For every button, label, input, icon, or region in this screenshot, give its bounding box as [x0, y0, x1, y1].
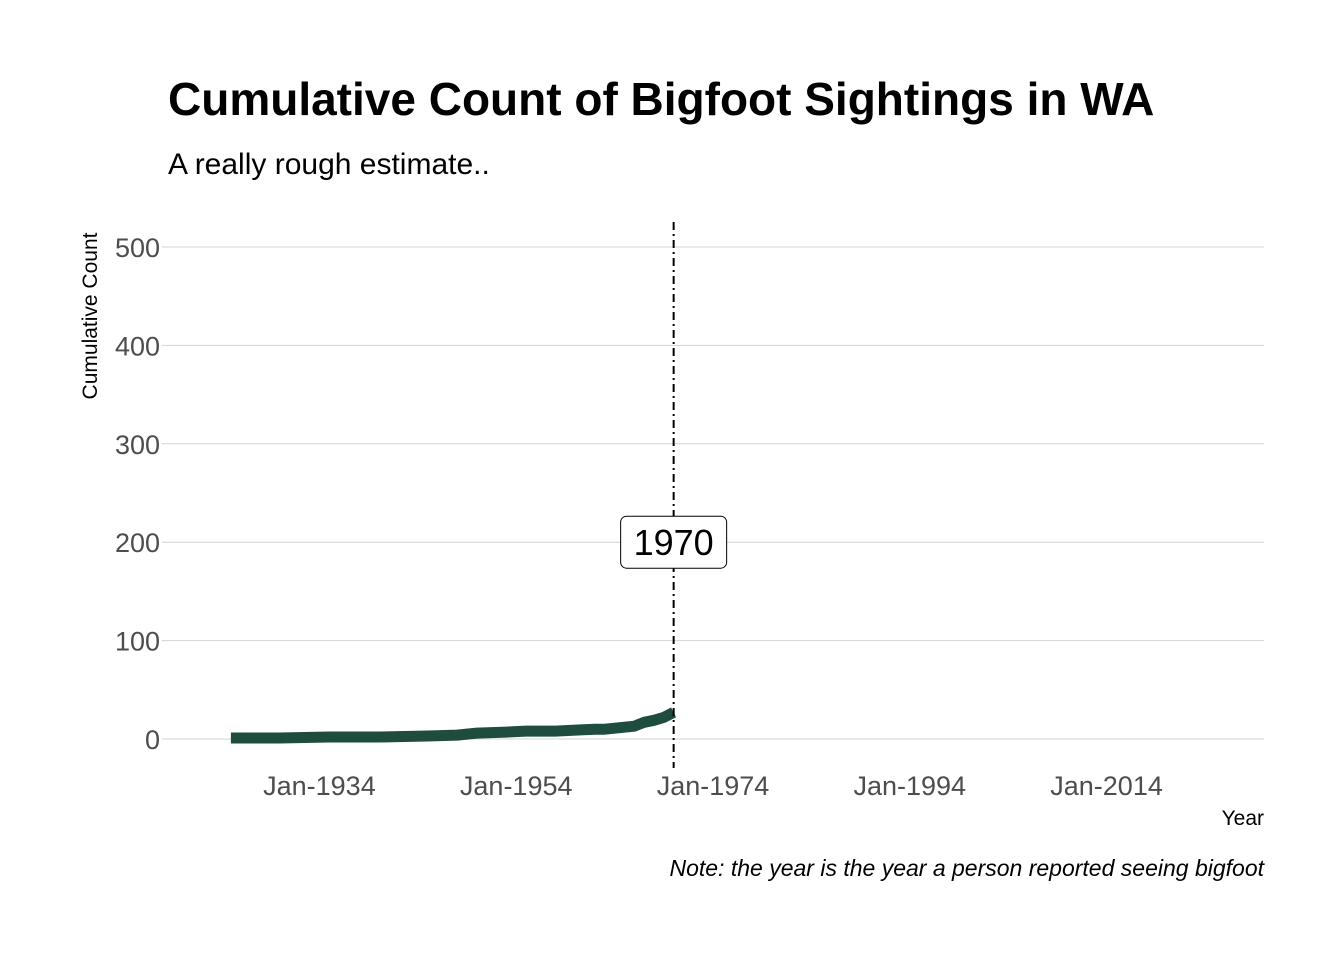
chart-title: Cumulative Count of Bigfoot Sightings in…	[168, 73, 1155, 125]
x-tick-label: Jan-1994	[853, 771, 966, 801]
chart-subtitle: A really rough estimate..	[168, 148, 490, 181]
grid-lines	[162, 246, 1264, 740]
x-tick-labels: Jan-1934 Jan-1954 Jan-1974 Jan-1994 Jan-2014	[263, 771, 1163, 801]
x-axis-title: Year	[1222, 807, 1264, 830]
x-tick-label: Jan-1954	[460, 771, 573, 801]
y-tick-label: 200	[115, 528, 160, 558]
y-tick-label: 400	[115, 331, 160, 361]
y-tick-label: 0	[145, 725, 160, 755]
annotation-box	[620, 515, 728, 569]
x-tick-label: Jan-2014	[1050, 771, 1163, 801]
y-tick-label: 100	[115, 627, 160, 657]
y-tick-labels: 0 100 200 300 400 500	[115, 233, 160, 755]
y-axis-title: Cumulative Count	[79, 232, 102, 399]
y-tick-label: 300	[115, 430, 160, 460]
x-tick-label: Jan-1974	[657, 771, 770, 801]
series-layer	[230, 707, 677, 744]
chart-caption: Note: the year is the year a person repo…	[669, 855, 1264, 881]
annotation-label: 1970	[634, 522, 714, 563]
y-tick-label: 500	[115, 233, 160, 263]
x-tick-label: Jan-1934	[263, 771, 376, 801]
annotation-layer: 1970	[620, 515, 728, 569]
series-line-0	[230, 707, 677, 744]
